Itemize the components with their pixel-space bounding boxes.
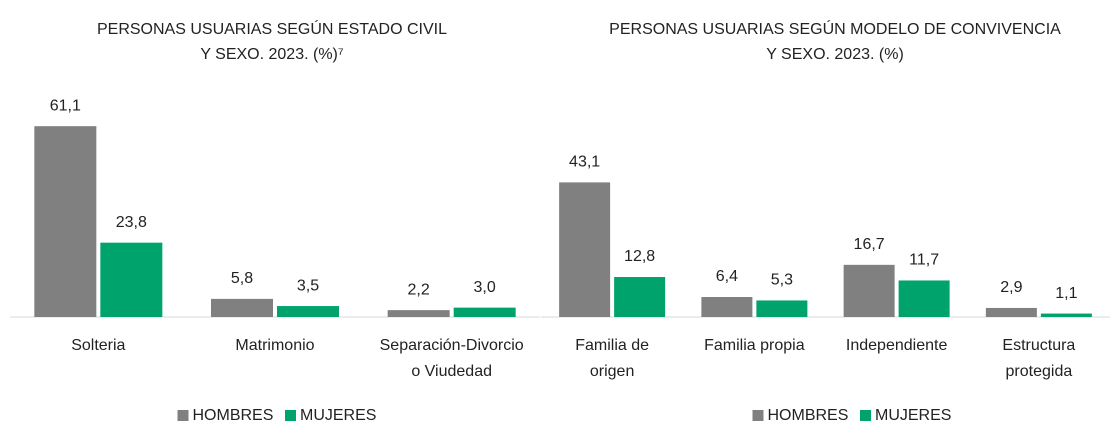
chart-title: Y SEXO. 2023. (%)⁷ bbox=[200, 46, 344, 63]
data-label: 23,8 bbox=[116, 214, 147, 231]
data-label: 12,8 bbox=[624, 248, 655, 265]
data-label: 43,1 bbox=[569, 154, 600, 171]
bar bbox=[1040, 313, 1092, 317]
bar bbox=[843, 264, 895, 317]
legend-label: HOMBRES bbox=[768, 407, 849, 424]
bar bbox=[211, 298, 273, 317]
bar bbox=[387, 310, 450, 317]
legend-swatch bbox=[285, 410, 296, 421]
legend-swatch bbox=[860, 410, 871, 421]
x-tick-label: protegida bbox=[1006, 363, 1073, 380]
x-tick-label: Separación-Divorcio bbox=[380, 337, 524, 354]
data-label: 11,7 bbox=[909, 252, 939, 269]
data-label: 1,1 bbox=[1055, 285, 1077, 302]
x-tick-label: Estructura bbox=[1002, 337, 1075, 354]
chart-title: PERSONAS USUARIAS SEGÚN ESTADO CIVIL bbox=[97, 19, 447, 38]
bar bbox=[277, 306, 339, 317]
x-tick-label: Familia de bbox=[575, 337, 649, 354]
bar bbox=[100, 242, 163, 317]
data-label: 3,5 bbox=[297, 277, 319, 294]
bar bbox=[985, 307, 1037, 317]
chart-title: PERSONAS USUARIAS SEGÚN MODELO DE CONVIV… bbox=[609, 19, 1061, 38]
data-label: 3,0 bbox=[474, 279, 496, 296]
bar bbox=[756, 300, 808, 317]
x-tick-label: Familia propia bbox=[704, 337, 805, 354]
legend-label: MUJERES bbox=[875, 407, 951, 424]
data-label: 5,3 bbox=[771, 272, 793, 289]
legend-label: MUJERES bbox=[300, 407, 376, 424]
data-label: 6,4 bbox=[716, 268, 738, 285]
data-label: 5,8 bbox=[231, 270, 253, 287]
x-tick-label: Solteria bbox=[71, 337, 125, 354]
legend-swatch bbox=[177, 410, 189, 421]
data-label: 16,7 bbox=[854, 236, 885, 253]
bar bbox=[34, 126, 97, 318]
x-tick-label: Matrimonio bbox=[235, 337, 314, 354]
data-label: 2,9 bbox=[1000, 279, 1022, 296]
x-tick-label: o Viudedad bbox=[411, 363, 492, 380]
legend-swatch bbox=[752, 410, 764, 421]
bar bbox=[559, 182, 611, 317]
data-label: 2,2 bbox=[408, 281, 430, 298]
x-tick-label: origen bbox=[590, 363, 634, 380]
data-label: 61,1 bbox=[50, 97, 81, 114]
chart-title: Y SEXO. 2023. (%) bbox=[766, 46, 904, 63]
bar bbox=[453, 307, 516, 317]
bar bbox=[614, 277, 666, 317]
legend-label: HOMBRES bbox=[193, 407, 274, 424]
x-tick-label: Independiente bbox=[846, 337, 948, 354]
bar bbox=[701, 297, 753, 317]
bar bbox=[898, 280, 950, 317]
